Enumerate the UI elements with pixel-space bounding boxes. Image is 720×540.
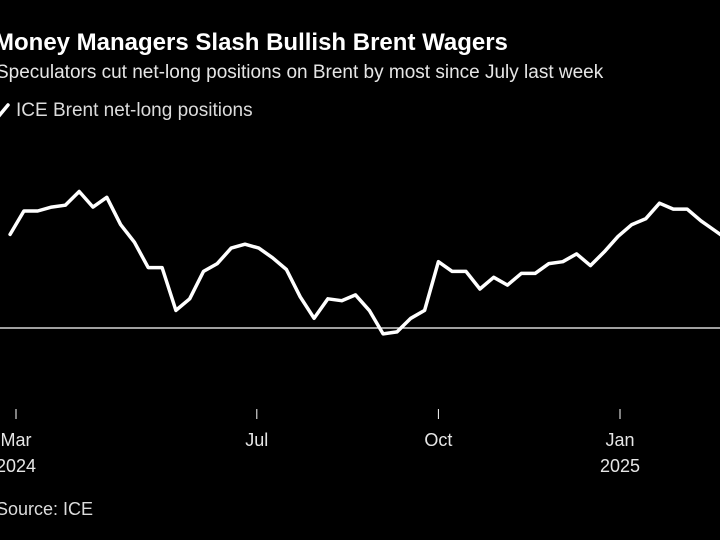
chart-title: Money Managers Slash Bullish Brent Wager… xyxy=(0,29,508,56)
legend-line-icon xyxy=(0,103,10,118)
chart-legend: ICE Brent net-long positions xyxy=(0,100,253,122)
x-tick-label: Jan xyxy=(605,430,634,450)
chart-subtitle: Speculators cut net-long positions on Br… xyxy=(0,62,604,83)
series-line-ice-brent-net-long xyxy=(8,189,720,336)
source-note: Source: ICE xyxy=(0,499,94,519)
legend-label: ICE Brent net-long positions xyxy=(16,100,253,121)
x-tick-label: Mar xyxy=(1,430,32,450)
x-tick-year-label: 2024 xyxy=(0,456,36,476)
x-tick-label: Jul xyxy=(245,430,268,450)
x-tick-year-label: 2025 xyxy=(600,456,640,476)
x-tick-label: Oct xyxy=(424,430,452,450)
